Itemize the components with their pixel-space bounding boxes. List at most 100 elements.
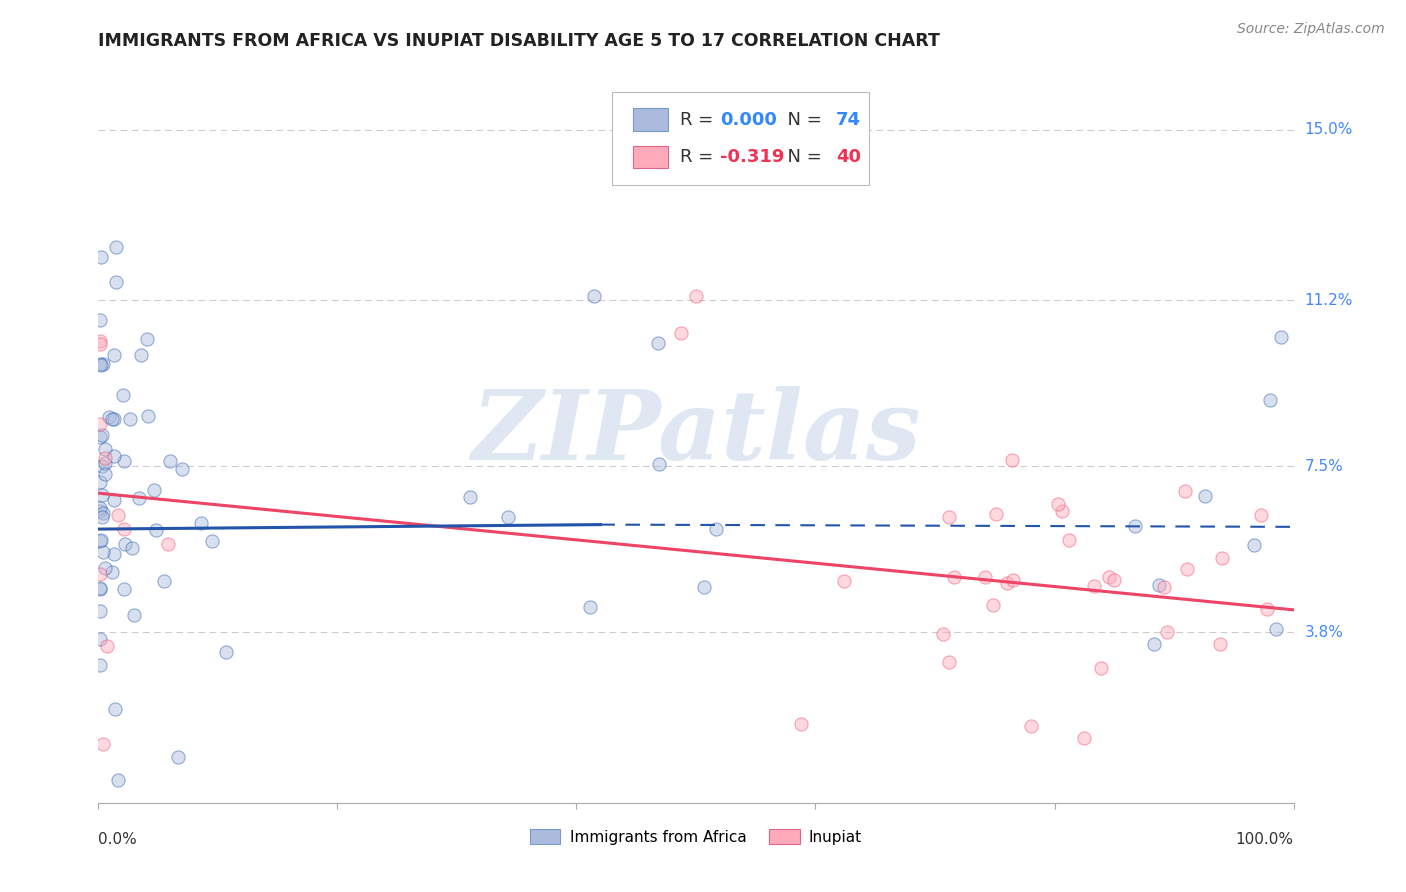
Point <box>107 508 129 523</box>
Point <box>114 537 136 551</box>
Point <box>1098 570 1121 584</box>
Point <box>128 491 150 506</box>
Point <box>103 348 125 362</box>
Point <box>89 604 111 618</box>
Point <box>201 533 224 548</box>
Point <box>215 645 238 659</box>
FancyBboxPatch shape <box>633 146 668 169</box>
Legend: Immigrants from Africa, Inupiat: Immigrants from Africa, Inupiat <box>524 822 868 851</box>
Point <box>995 575 1018 590</box>
Point <box>190 516 212 530</box>
Point <box>1073 731 1095 745</box>
Point <box>1175 562 1198 576</box>
Point <box>91 506 114 520</box>
Point <box>1211 550 1233 565</box>
Text: 0.000: 0.000 <box>720 111 776 128</box>
Point <box>1250 508 1272 522</box>
Point <box>693 580 716 594</box>
Point <box>103 449 125 463</box>
Point <box>112 454 135 468</box>
Point <box>90 509 112 524</box>
Point <box>145 523 167 537</box>
Point <box>938 509 960 524</box>
Point <box>89 313 111 327</box>
Point <box>89 566 111 581</box>
Point <box>94 467 117 481</box>
Point <box>89 475 111 489</box>
Point <box>1102 573 1125 587</box>
Point <box>981 599 1004 613</box>
Text: R =: R = <box>681 148 720 166</box>
Point <box>1123 519 1146 533</box>
Point <box>157 537 180 551</box>
Text: 11.2%: 11.2% <box>1305 293 1353 308</box>
Point <box>1001 452 1024 467</box>
Point <box>112 582 135 597</box>
Point <box>1260 392 1282 407</box>
Point <box>166 750 188 764</box>
Point <box>1174 483 1197 498</box>
Point <box>1153 580 1175 594</box>
Point <box>648 457 671 471</box>
Point <box>89 417 111 432</box>
Text: 40: 40 <box>835 148 860 166</box>
Point <box>579 600 602 615</box>
Point <box>143 483 166 497</box>
Point <box>1050 504 1073 518</box>
Point <box>93 737 115 751</box>
Point <box>90 533 112 547</box>
Point <box>1046 497 1069 511</box>
Text: 7.5%: 7.5% <box>1305 458 1343 474</box>
Point <box>111 388 134 402</box>
Point <box>669 326 692 340</box>
Text: IMMIGRANTS FROM AFRICA VS INUPIAT DISABILITY AGE 5 TO 17 CORRELATION CHART: IMMIGRANTS FROM AFRICA VS INUPIAT DISABI… <box>98 32 941 50</box>
Text: N =: N = <box>776 111 828 128</box>
Point <box>1090 661 1112 675</box>
Point <box>94 451 117 466</box>
Point <box>1209 637 1232 651</box>
Point <box>89 657 111 672</box>
Text: R =: R = <box>681 111 720 128</box>
Point <box>124 607 146 622</box>
Point <box>973 569 995 583</box>
Point <box>90 458 112 473</box>
Point <box>89 581 111 595</box>
Point <box>136 409 159 423</box>
Point <box>98 409 121 424</box>
Point <box>89 430 111 444</box>
Point <box>832 574 855 589</box>
Text: Source: ZipAtlas.com: Source: ZipAtlas.com <box>1237 22 1385 37</box>
FancyBboxPatch shape <box>613 92 869 185</box>
Point <box>938 656 960 670</box>
Text: -0.319: -0.319 <box>720 148 785 166</box>
Point <box>1243 538 1265 552</box>
Point <box>583 289 606 303</box>
Text: 3.8%: 3.8% <box>1305 624 1344 640</box>
Point <box>704 522 727 536</box>
Point <box>1149 578 1171 592</box>
Point <box>170 462 193 476</box>
Point <box>1019 719 1042 733</box>
Point <box>1156 624 1178 639</box>
Point <box>1256 602 1278 616</box>
Point <box>136 332 159 346</box>
Point <box>89 501 111 516</box>
Point <box>1194 489 1216 503</box>
Point <box>647 336 669 351</box>
Point <box>100 412 122 426</box>
Point <box>89 632 111 646</box>
Point <box>90 488 112 502</box>
Point <box>90 358 112 372</box>
Text: N =: N = <box>776 148 828 166</box>
Point <box>121 541 143 555</box>
Point <box>94 456 117 470</box>
Point <box>107 773 129 788</box>
Point <box>685 289 707 303</box>
Text: 15.0%: 15.0% <box>1305 122 1353 137</box>
Point <box>90 250 112 264</box>
Point <box>91 545 114 559</box>
Point <box>94 442 117 456</box>
Point <box>458 490 481 504</box>
Point <box>91 357 114 371</box>
Point <box>932 627 955 641</box>
